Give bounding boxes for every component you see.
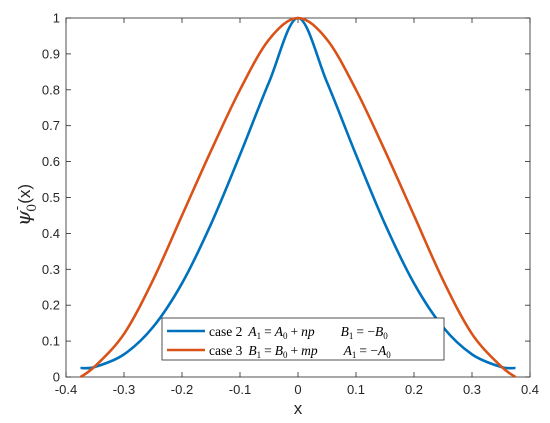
y-tick-label: 0.8 (42, 82, 60, 97)
y-tick-label: 0.1 (42, 334, 60, 349)
legend-box (161, 317, 445, 361)
y-tick-label: 0 (53, 370, 60, 385)
y-axis-label-sub: 0 (25, 204, 40, 212)
series-line-case3 (79, 16, 517, 379)
x-tick-label: -0.2 (171, 382, 193, 397)
y-tick-label: 0.3 (42, 262, 60, 277)
y-tick-label: 0.9 (42, 46, 60, 61)
y-axis-label-arg: (x) (15, 184, 34, 204)
svg-text:ψ-0(x): ψ-0(x) (10, 184, 40, 226)
plot-area (65, 17, 531, 378)
y-axis-label: ψ-0(x) (10, 184, 40, 226)
y-tick-label: 0.5 (42, 190, 60, 205)
y-tick-label: 0.4 (42, 226, 60, 241)
x-axis-label: x (294, 399, 303, 418)
x-tick-label: -0.1 (229, 382, 251, 397)
x-tick-label: 0 (294, 382, 301, 397)
y-axis-label-sup: - (10, 206, 25, 210)
y-tick-label: 0.6 (42, 154, 60, 169)
legend-entry-case3: case 3 B1 = B0 + mp A1 = −A0 (209, 343, 391, 360)
x-tick-label: 0.2 (405, 382, 423, 397)
x-tick-label: -0.3 (113, 382, 135, 397)
x-tick-label: 0.4 (521, 382, 539, 397)
y-ticks: 0 0.1 0.2 0.3 0.4 0.5 0.6 0.7 0.8 0.9 1 (42, 11, 530, 385)
x-tick-label: -0.4 (55, 382, 77, 397)
legend-entry-case2: case 2 A1 = A0 + np B1 = −B0 (209, 324, 388, 341)
y-tick-label: 0.2 (42, 298, 60, 313)
y-tick-label: 1 (53, 11, 60, 26)
x-tick-label: 0.1 (347, 382, 365, 397)
y-axis-label-symbol: ψ (11, 210, 35, 226)
x-tick-label: 0.3 (463, 382, 481, 397)
x-ticks: -0.4 -0.3 -0.2 -0.1 0 0.1 0.2 0.3 0.4 (55, 18, 539, 397)
y-tick-label: 0.7 (42, 118, 60, 133)
legend: case 2 A1 = A0 + np B1 = −B0 case 3 B1 = B0 + mp A1 = … (161, 317, 445, 361)
series-group (79, 16, 517, 379)
